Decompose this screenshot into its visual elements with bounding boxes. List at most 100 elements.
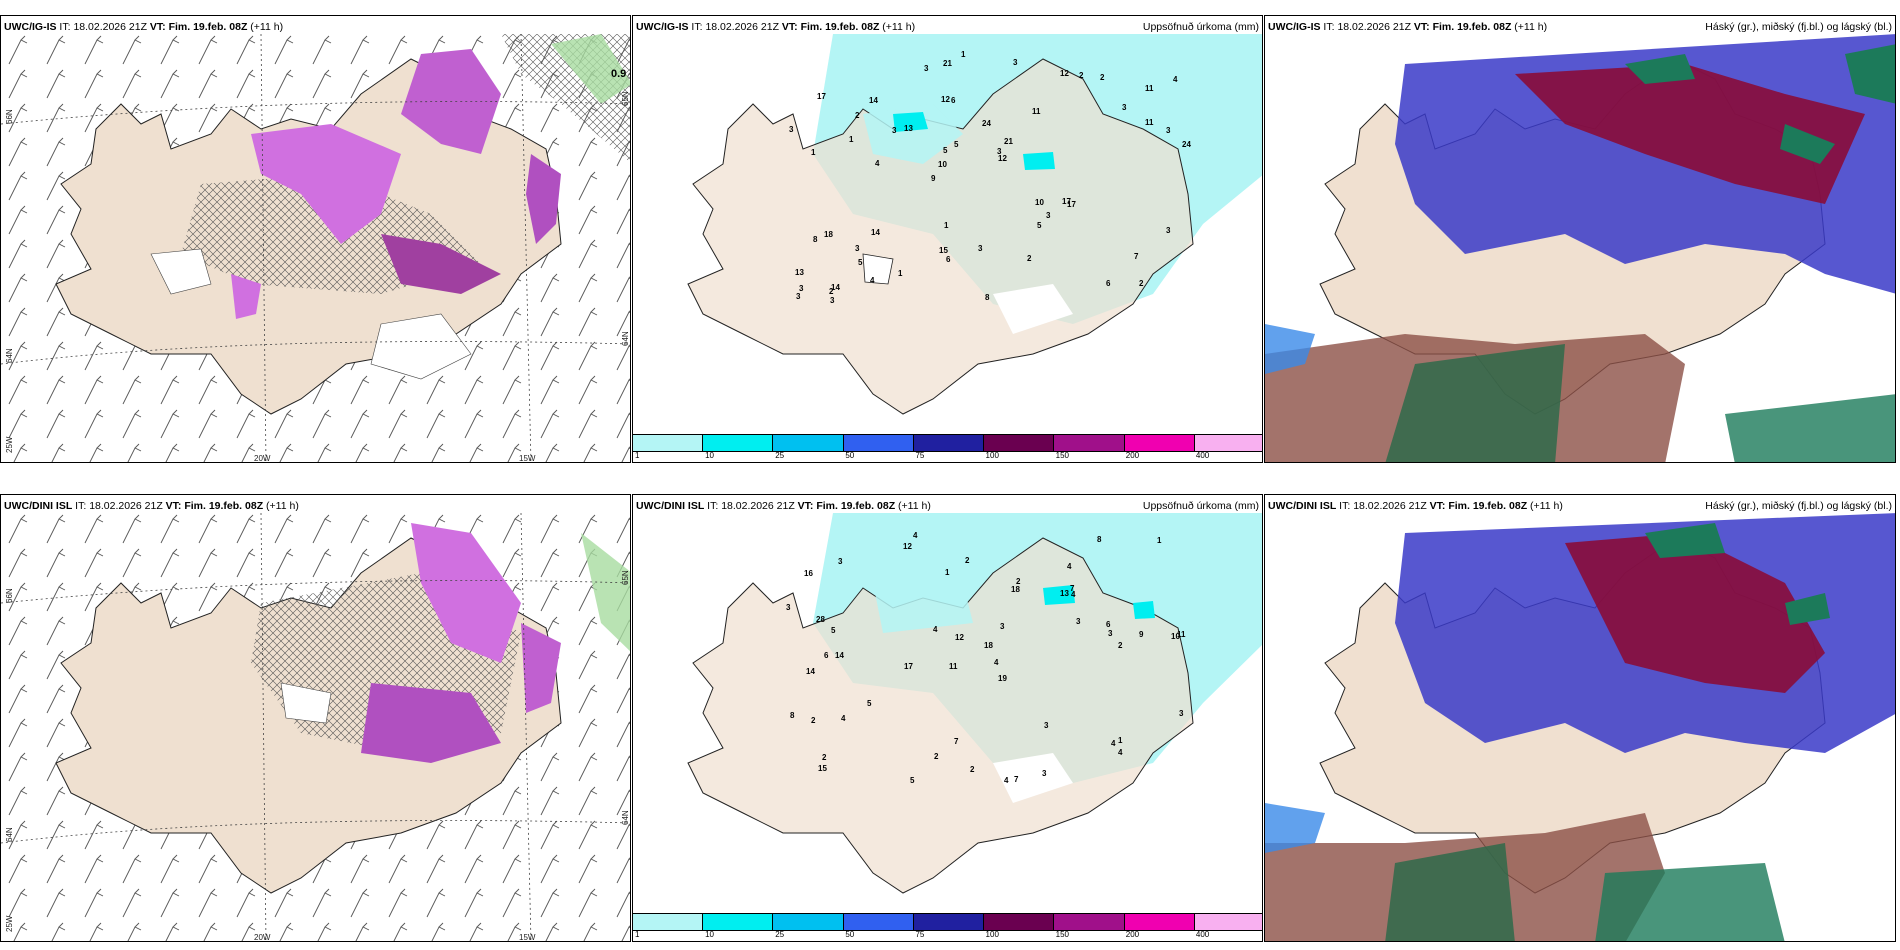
colorbar-swatch [633, 914, 704, 930]
precip-value-label: 2 [970, 765, 975, 774]
precip-value-label: 7 [1070, 584, 1075, 593]
precip-value-label: 14 [835, 651, 844, 660]
lat-label: 65N [621, 91, 630, 106]
precip-value-label: 3 [838, 557, 843, 566]
map-canvas [1, 34, 630, 462]
precip-value-label: 5 [867, 699, 872, 708]
colorbar-swatch [913, 914, 985, 930]
precip-value-label: 3 [1044, 721, 1049, 730]
colorbar-swatch [773, 435, 844, 451]
precip-value-label: 3 [1122, 103, 1127, 112]
cloud-layers-map-igis: UWC/IG-IS IT: 18.02.2026 21Z VT: Fim. 19… [1264, 15, 1896, 463]
lon-label: 15W [519, 933, 536, 942]
precip-value-label: 3 [1046, 211, 1051, 220]
precip-value-label: 4 [994, 658, 999, 667]
colorbar-swatch [1194, 435, 1262, 451]
precip-value-label: 1 [1118, 736, 1123, 745]
precip-value-label: 24 [982, 119, 991, 128]
precip-value-label: 2 [855, 111, 860, 120]
precip-colorbar: 1 10 25 50 75 100 150 200 400 [633, 432, 1262, 462]
precip-value-label: 3 [1013, 58, 1018, 67]
precip-value-label: 1 [945, 568, 950, 577]
precip-value-label: 3 [1108, 629, 1113, 638]
precip-value-label: 10 [1171, 632, 1180, 641]
precip-value-label: 2 [829, 287, 834, 296]
colorbar-tick-label: 200 [1125, 451, 1140, 460]
colorbar-tick-label: 75 [915, 451, 925, 460]
precip-value-label: 11 [1145, 118, 1154, 127]
precip-value-label: 1 [898, 269, 903, 278]
precip-value-label: 15 [818, 764, 827, 773]
precip-value-label: 2 [965, 556, 970, 565]
iceland-landmass [687, 537, 1194, 894]
precip-value-label: 21 [1004, 137, 1013, 146]
precip-value-label: 2 [1027, 254, 1032, 263]
panel-title: Háský (gr.), miðský (fj.bl.) og lágský (… [1705, 21, 1892, 33]
accumulated-precip-map-igis: UWC/IG-IS IT: 18.02.2026 21Z VT: Fim. 19… [632, 15, 1263, 463]
precip-value-label: 12 [941, 95, 950, 104]
panel-header: UWC/IG-IS IT: 18.02.2026 21Z VT: Fim. 19… [1268, 21, 1892, 33]
precip-value-label: 3 [924, 64, 929, 73]
precip-value-label: 17 [817, 92, 826, 101]
iceland-landmass [687, 58, 1194, 415]
precip-value-label: 2 [811, 716, 816, 725]
precip-value-label: 9 [931, 174, 936, 183]
precip-value-label: 2 [1118, 641, 1123, 650]
precip-value-label: 6 [946, 255, 951, 264]
precip-value-label: 11 [1145, 84, 1154, 93]
panel-title: Uppsöfnuð úrkoma (mm) [1142, 21, 1259, 33]
panel-header: UWC/IG-IS IT: 18.02.2026 21Z VT: Fim. 19… [4, 21, 284, 33]
colorbar-tick-label: 150 [1055, 930, 1070, 939]
precip-value-label: 3 [1166, 126, 1171, 135]
precip-value-label: 4 [1111, 739, 1116, 748]
colorbar-swatch [984, 914, 1055, 930]
cloud-layers-map-dini: UWC/DINI ISL IT: 18.02.2026 21Z VT: Fim.… [1264, 494, 1896, 942]
lon-label: 25W [5, 915, 14, 932]
colorbar-tick-label: 50 [845, 930, 855, 939]
precip-value-label: 3 [796, 292, 801, 301]
precip-value-label: 7 [1014, 775, 1019, 784]
accumulated-precip-map-dini: UWC/DINI ISL IT: 18.02.2026 21Z VT: Fim.… [632, 494, 1263, 942]
lon-label: 25W [5, 436, 14, 453]
precip-value-label: 6 [824, 651, 829, 660]
precip-value-label: 5 [831, 626, 836, 635]
precip-value-label: 19 [998, 674, 1007, 683]
precip-value-label: 2 [1079, 71, 1084, 80]
precip-value-label: 15 [939, 246, 948, 255]
precip-value-label: 11 [1032, 107, 1041, 116]
panel-header: UWC/DINI ISL IT: 18.02.2026 21Z VT: Fim.… [4, 500, 299, 512]
precip-value-label: 14 [831, 283, 840, 292]
precip-value-label: 2 [934, 752, 939, 761]
colorbar-swatch [843, 914, 914, 930]
precip-value-label: 21 [943, 59, 952, 68]
lat-label: 64N [621, 331, 630, 346]
precip-value-label: 2 [822, 753, 827, 762]
precip-value-label: 5 [1037, 221, 1042, 230]
precip-value-label: 3 [855, 244, 860, 253]
precip-value-label: 1 [1157, 536, 1162, 545]
precip-value-label: 1 [944, 221, 949, 230]
panel-title: Uppsöfnuð úrkoma (mm) [1142, 500, 1259, 512]
colorbar-tick-label: 150 [1055, 451, 1070, 460]
lat-label: 65N [621, 570, 630, 585]
precip-value-label: 9 [1139, 630, 1144, 639]
precip-value-label: 3 [799, 284, 804, 293]
colorbar-tick-label: 10 [705, 930, 715, 939]
precip-value-label: 2 [1016, 577, 1021, 586]
colorbar-swatch [1194, 914, 1262, 930]
panel-title: Háský (gr.), miðský (fj.bl.) og lágský (… [1705, 500, 1892, 512]
colorbar-swatch [703, 435, 774, 451]
precip-value-label: 14 [871, 228, 880, 237]
colorbar-tick-label: 1 [635, 930, 640, 939]
precip-value-label: 12 [903, 542, 912, 551]
colorbar-swatch [1124, 914, 1195, 930]
precip-value-label: 5 [910, 776, 915, 785]
map-canvas [1265, 34, 1895, 462]
precip-value-label: 4 [1118, 748, 1123, 757]
precip-colorbar: 1 10 25 50 75 100 150 200 400 [633, 911, 1262, 941]
precip-value-label: 4 [933, 625, 938, 634]
colorbar-tick-label: 75 [915, 930, 925, 939]
lat-label: 66N [5, 109, 14, 124]
lat-label: 66N [5, 588, 14, 603]
precip-value-label: 12 [998, 154, 1007, 163]
